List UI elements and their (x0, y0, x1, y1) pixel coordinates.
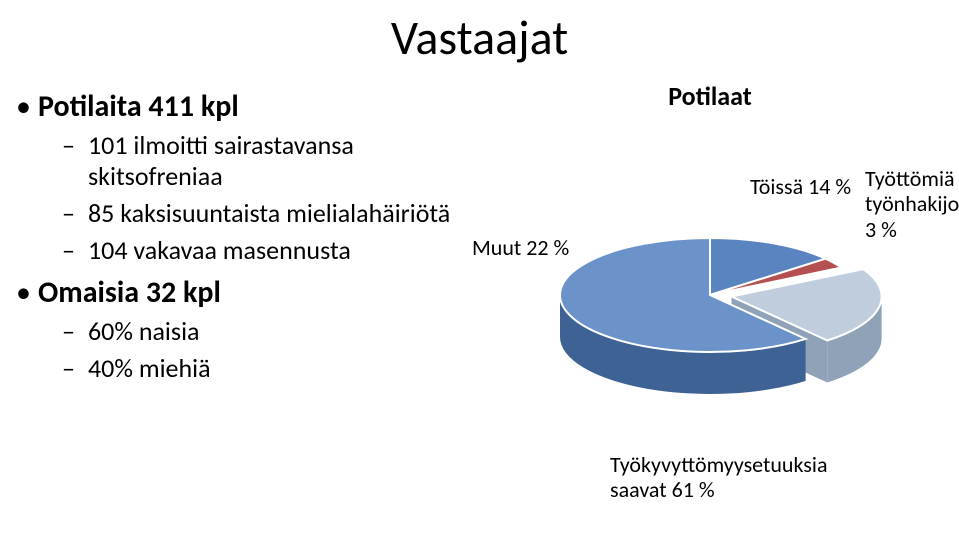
list-item: Omaisia 32 kpl 60% naisia 40% miehiä (10, 274, 470, 384)
list-item: Potilaita 411 kpl 101 ilmoitti sairastava… (10, 88, 470, 266)
list-item-label: Potilaita 411 kpl (38, 88, 239, 125)
pie-slice-label: Työttömiätyönhakijoita3 % (865, 166, 959, 242)
pie-slice-label: Töissä 14 % (750, 174, 880, 199)
bullet-list-region: Potilaita 411 kpl 101 ilmoitti sairastava… (10, 88, 470, 392)
list-subitem: 40% miehiä (58, 353, 470, 384)
list-subitem: 104 vakavaa masennusta (58, 235, 470, 266)
pie-chart-region: Potilaat Töissä 14 %Työttömiätyönhakijoi… (470, 80, 950, 500)
chart-title: Potilaat (470, 80, 950, 112)
list-subitem: 85 kaksisuuntaista mielialahäiriötä (58, 198, 470, 229)
list-subitem: 60% naisia (58, 316, 470, 347)
list-subitem: 101 ilmoitti sairastavansa skitsofreniaa (58, 130, 470, 192)
page-title: Vastaajat (0, 8, 959, 67)
pie-slice-label: Työkyvyttömyysetuuksiasaavat 61 % (610, 452, 910, 503)
pie-slice-label: Muut 22 % (472, 235, 582, 260)
list-item-label: Omaisia 32 kpl (38, 274, 221, 311)
